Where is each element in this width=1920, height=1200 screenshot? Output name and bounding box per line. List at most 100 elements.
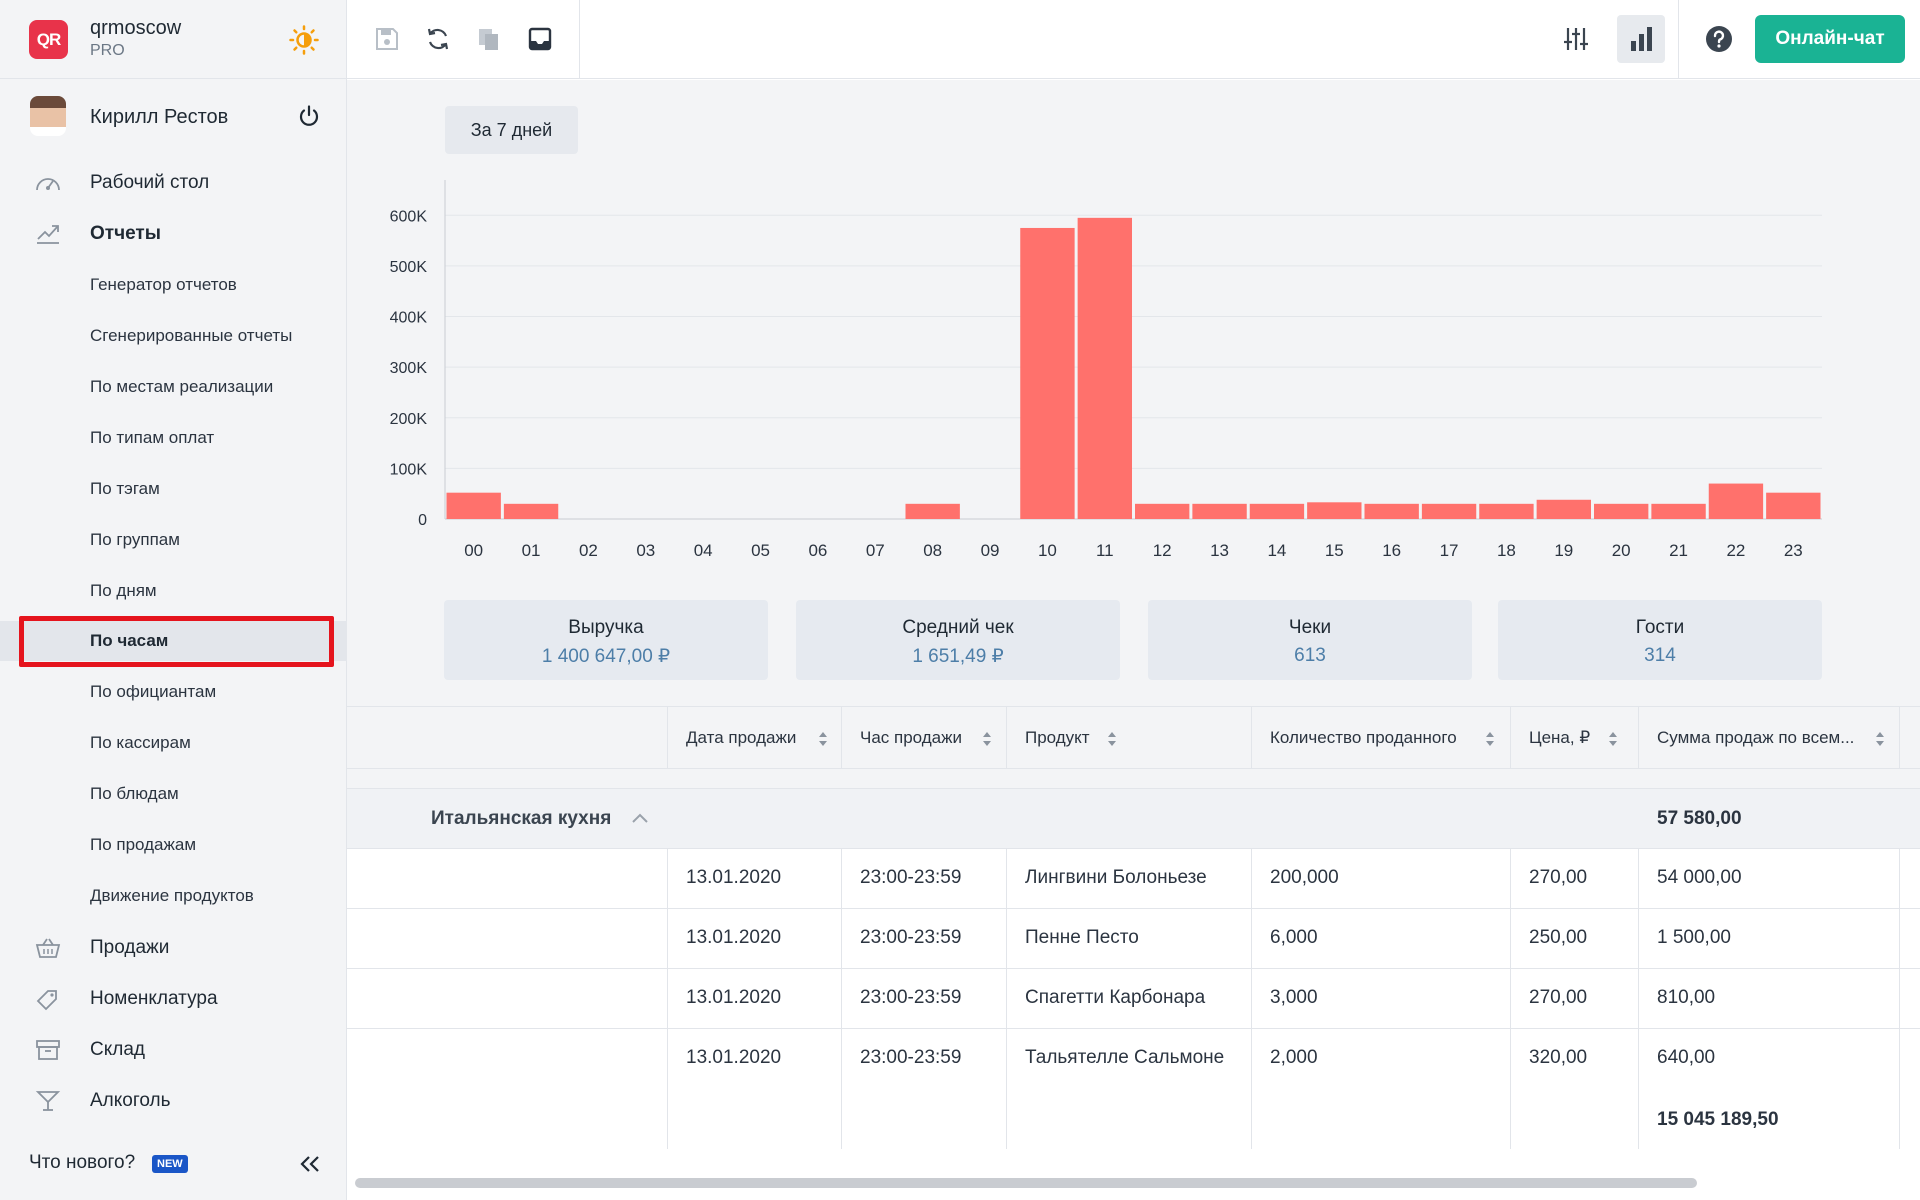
report-generator[interactable]: Генератор отчетов: [0, 265, 347, 305]
inbox-icon: [528, 27, 552, 51]
report-by-locations[interactable]: По местам реализации: [0, 367, 347, 407]
report-generated[interactable]: Сгенерированные отчеты: [0, 316, 347, 356]
column-header-sale-hour[interactable]: Час продажи: [841, 707, 1006, 769]
horizontal-scrollbar[interactable]: [355, 1178, 1697, 1188]
power-icon[interactable]: [297, 104, 321, 128]
x-tick-label: 13: [1210, 541, 1229, 560]
table-row[interactable]: 13.01.2020 23:00-23:59 Спагетти Карбонар…: [347, 969, 1920, 1029]
refresh-icon: [427, 28, 449, 50]
group-row[interactable]: Итальянская кухня 57 580,00: [347, 789, 1920, 849]
report-by-payment-types[interactable]: По типам оплат: [0, 418, 347, 458]
report-by-sales[interactable]: По продажам: [0, 825, 347, 865]
column-header-overflow: [1899, 707, 1920, 769]
logo: QR: [29, 20, 68, 59]
chart-view-button[interactable]: [1617, 15, 1665, 63]
nav-item-sales[interactable]: Продажи: [0, 928, 347, 968]
y-tick-label: 0: [418, 512, 427, 529]
table-row[interactable]: 13.01.2020 23:00-23:59 Пенне Песто 6,000…: [347, 909, 1920, 969]
help-button[interactable]: [1704, 24, 1734, 54]
column-header-sale-date[interactable]: Дата продажи: [667, 707, 841, 769]
table-cell: Лингвини Болоньезе: [1006, 849, 1251, 909]
cell-text: 6,000: [1270, 927, 1318, 948]
cell-text: 270,00: [1529, 867, 1588, 888]
report-by-tags[interactable]: По тэгам: [0, 469, 347, 509]
column-header-product[interactable]: Продукт: [1006, 707, 1251, 769]
table-cell: 250,00: [1510, 909, 1638, 969]
nav-label: По официантам: [90, 682, 217, 701]
table-cell: 13.01.2020: [667, 909, 841, 969]
x-tick-label: 20: [1612, 541, 1631, 560]
nav-label: Сгенерированные отчеты: [90, 326, 293, 345]
nav-label: Рабочий стол: [90, 172, 210, 193]
basket-icon: [35, 938, 61, 958]
stat-label: Чеки: [1288, 617, 1332, 638]
chart-bar: [1249, 503, 1305, 519]
inbox-button[interactable]: [525, 24, 555, 54]
total-row: 15 045 189,50: [347, 1069, 1920, 1149]
sidebar: QR qrmoscow PRO Кирилл Рестов Раб: [0, 0, 347, 1200]
report-product-movement[interactable]: Движение продуктов: [0, 876, 347, 916]
nav-label: Алкоголь: [90, 1090, 171, 1111]
chart-bar: [446, 492, 501, 519]
stat-value: 613: [1294, 645, 1326, 666]
y-tick-label: 300K: [390, 360, 428, 377]
refresh-button[interactable]: [423, 24, 453, 54]
avatar[interactable]: [30, 96, 66, 136]
cell-text: 3,000: [1270, 987, 1318, 1008]
y-tick-label: 500K: [390, 259, 428, 276]
column-header-price[interactable]: Цена, ₽: [1510, 707, 1638, 769]
x-tick-label: 05: [751, 541, 770, 560]
whats-new-link[interactable]: Что нового?: [29, 1152, 136, 1173]
online-chat-button[interactable]: Онлайн-чат: [1755, 15, 1905, 63]
table-cell: [1251, 1069, 1510, 1149]
copy-button[interactable]: [474, 24, 504, 54]
nav-item-dashboard[interactable]: Рабочий стол: [0, 163, 347, 203]
cell-text: Пенне Песто: [1025, 927, 1139, 948]
column-header-sales-sum[interactable]: Сумма продаж по всем...: [1638, 707, 1899, 769]
y-tick-label: 600K: [390, 208, 428, 225]
table-cell: Пенне Песто: [1006, 909, 1251, 969]
table-cell: 23:00-23:59: [841, 849, 1006, 909]
table-cell: 3,000: [1251, 969, 1510, 1029]
table-cell: 23:00-23:59: [841, 969, 1006, 1029]
table-cell: 270,00: [1510, 969, 1638, 1029]
nav-item-nomenclature[interactable]: Номенклатура: [0, 979, 347, 1019]
chart-bar: [1479, 503, 1534, 519]
table-row[interactable]: 13.01.2020 23:00-23:59 Лингвини Болоньез…: [347, 849, 1920, 909]
period-filter-button[interactable]: За 7 дней: [445, 106, 578, 154]
chevron-up-icon[interactable]: [631, 811, 649, 825]
sort-icon: [819, 732, 827, 746]
table-cell: 200,000: [1251, 849, 1510, 909]
column-header-quantity[interactable]: Количество проданного: [1251, 707, 1510, 769]
table-spacer: [347, 769, 1920, 789]
nav-label: По блюдам: [90, 784, 179, 803]
x-tick-label: 15: [1325, 541, 1344, 560]
y-tick-label: 200K: [390, 411, 428, 428]
filters-button[interactable]: [1561, 24, 1591, 54]
stat-value: 1 651,49 ₽: [912, 646, 1004, 667]
nav-item-reports[interactable]: Отчеты: [0, 214, 347, 254]
report-by-hours[interactable]: По часам: [0, 621, 347, 661]
report-by-dishes[interactable]: По блюдам: [0, 774, 347, 814]
nav-item-warehouse[interactable]: Склад: [0, 1030, 347, 1070]
report-by-groups[interactable]: По группам: [0, 520, 347, 560]
column-label: Сумма продаж по всем...: [1657, 728, 1855, 747]
save-button[interactable]: [372, 24, 402, 54]
theme-toggle-icon[interactable]: [289, 25, 319, 55]
x-tick-label: 00: [464, 541, 483, 560]
report-by-days[interactable]: По дням: [0, 571, 347, 611]
column-label: Дата продажи: [686, 728, 797, 747]
x-tick-label: 10: [1038, 541, 1057, 560]
table-cell: 23:00-23:59: [841, 1029, 1006, 1089]
x-tick-label: 19: [1554, 541, 1573, 560]
nav-item-alcohol[interactable]: Алкоголь: [0, 1081, 347, 1121]
chart-bar: [1708, 483, 1764, 519]
report-by-waiters[interactable]: По официантам: [0, 672, 347, 712]
table-cell: 13.01.2020: [667, 849, 841, 909]
x-tick-label: 03: [636, 541, 655, 560]
nav-label: По продажам: [90, 835, 197, 854]
collapse-sidebar-icon[interactable]: [298, 1152, 322, 1176]
x-tick-label: 18: [1497, 541, 1516, 560]
report-by-cashiers[interactable]: По кассирам: [0, 723, 347, 763]
nav-label: По типам оплат: [90, 428, 215, 447]
